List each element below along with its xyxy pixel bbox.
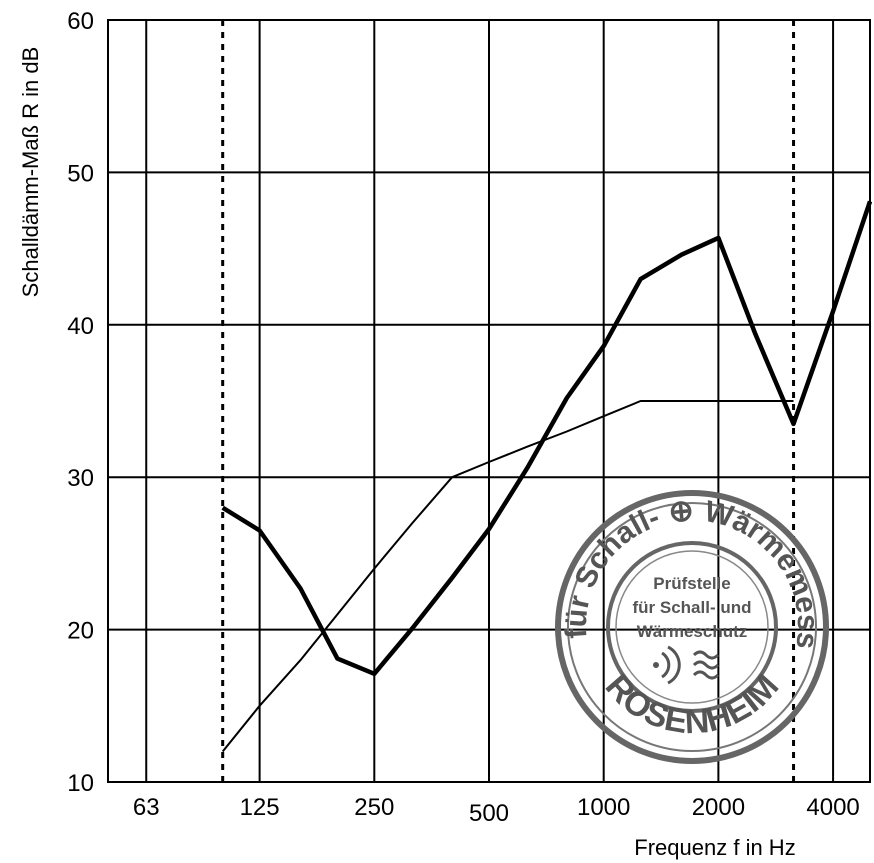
x-tick-label: 4000 [806,794,859,821]
stamp-inner-line-1: Prüfstelle [653,574,730,593]
svg-text:ROSENHEIM: ROSENHEIM [598,667,787,741]
x-tick-label: 2000 [692,794,745,821]
data-lines [221,200,873,753]
y-tick-label: 30 [67,465,94,492]
y-tick-label: 40 [67,313,94,340]
x-tick-label: 125 [240,794,280,821]
x-tick-labels: 63 125 250 500 1000 2000 4000 [133,794,860,827]
y-tick-label: 50 [67,160,94,187]
x-tick-label: 250 [354,794,394,821]
heat-wave-icon [692,650,720,680]
y-tick-label: 10 [67,770,94,797]
y-tick-label: 20 [67,618,94,645]
y-axis-label: Schalldämm-Maß R in dB [18,47,43,298]
plot-frame [107,19,871,783]
stamp-inner-line-3: Wärmeschutz [637,622,748,641]
stamp-inner-line-2: für Schall- und [633,598,752,617]
reference-curve [221,400,794,753]
sound-wave-icon [653,645,681,685]
x-tick-label: 500 [469,800,509,827]
stamp-outer-bottom-text: ROSENHEIM [598,667,787,741]
x-tick-label: 1000 [577,794,630,821]
x-axis-label: Frequenz f in Hz [634,835,795,860]
measured-curve [221,200,873,677]
y-tick-labels: 10 20 30 40 50 60 [67,8,94,797]
test-lab-stamp: LABOR für Schall- ⊕ Wärmemesstechnik ROS… [555,490,829,764]
x-tick-label: 63 [133,794,160,821]
y-tick-label: 60 [67,8,94,35]
